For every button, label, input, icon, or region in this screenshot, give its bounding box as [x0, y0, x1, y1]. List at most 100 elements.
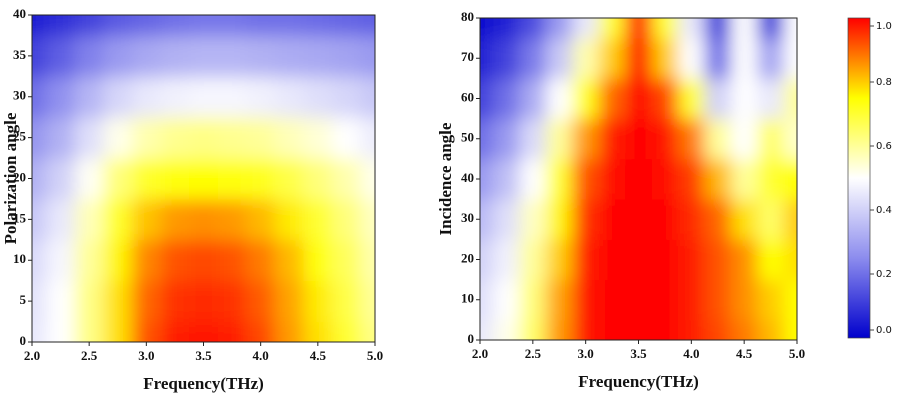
heatmap-cell: [783, 158, 797, 200]
heatmap-cell: [103, 198, 133, 241]
heatmap-cell: [546, 239, 573, 281]
heatmap-cell: [217, 117, 247, 159]
heatmap-cell: [189, 321, 219, 342]
heatmap-cell: [651, 279, 679, 321]
heatmap-cell: [189, 280, 219, 323]
heatmap-cell: [32, 239, 47, 282]
heatmap-cell: [132, 321, 162, 342]
heatmap-cell: [132, 198, 162, 241]
heatmap-cell: [493, 118, 521, 160]
heatmap-cell: [332, 198, 362, 241]
colorbar-tick-label: 1.0: [876, 21, 892, 32]
heatmap-cell: [246, 321, 276, 342]
x-axis-label: Frequency(THz): [143, 374, 264, 393]
heatmap-cell: [160, 239, 190, 282]
heatmap-cell: [572, 38, 600, 79]
heatmap-cell: [704, 18, 732, 39]
heatmap-cell: [46, 198, 76, 241]
heatmap-cell: [132, 117, 162, 159]
colorbar-tick-label: 0.0: [876, 325, 892, 336]
heatmap-cell: [32, 198, 47, 241]
heatmap-cell: [519, 158, 547, 200]
heatmap-cell: [546, 118, 573, 160]
heatmap-cell: [625, 18, 653, 39]
heatmap-cell: [598, 158, 626, 200]
heatmap-cell: [546, 18, 573, 39]
heatmap-cell: [332, 76, 362, 118]
heatmap-cell: [783, 279, 797, 321]
heatmap-cell: [132, 280, 162, 323]
heatmap-cell: [625, 78, 653, 120]
heatmap-cell: [730, 118, 758, 160]
heatmap-cell: [360, 239, 375, 282]
heatmap-cell: [493, 158, 521, 200]
heatmap-cell: [546, 319, 573, 340]
heatmap: [32, 15, 375, 342]
heatmap-cell: [519, 239, 547, 281]
heatmap-cell: [519, 78, 547, 120]
heatmap-cell: [303, 280, 333, 323]
heatmap-cell: [757, 239, 785, 281]
heatmap-cell: [303, 15, 333, 36]
heatmap-cell: [546, 199, 573, 240]
heatmap-cell: [783, 18, 797, 39]
heatmap-cell: [160, 117, 190, 159]
heatmap-cell: [493, 239, 521, 281]
heatmap-cell: [704, 319, 732, 340]
x-axis-label: Frequency(THz): [578, 372, 699, 391]
heatmap-cell: [246, 239, 276, 282]
heatmap-cell: [757, 158, 785, 200]
heatmap-cell: [598, 118, 626, 160]
heatmap-cell: [598, 38, 626, 79]
heatmap-cell: [678, 239, 706, 281]
x-tick-label: 4.5: [736, 346, 753, 361]
heatmap-cell: [103, 76, 133, 118]
heatmap-cell: [332, 117, 362, 159]
heatmap-cell: [519, 38, 547, 79]
heatmap-cell: [519, 319, 547, 340]
heatmap-cell: [32, 15, 47, 36]
heatmap-cell: [572, 78, 600, 120]
heatmap-cell: [160, 76, 190, 118]
heatmap-cell: [783, 239, 797, 281]
heatmap-cell: [189, 198, 219, 241]
heatmap-cell: [46, 280, 76, 323]
y-tick-label: 20: [13, 169, 26, 184]
y-tick-label: 5: [20, 292, 27, 307]
heatmap-cell: [757, 319, 785, 340]
heatmap-cell: [678, 78, 706, 120]
heatmap-cell: [74, 35, 104, 77]
heatmap-cell: [32, 158, 47, 200]
x-tick-label: 5.0: [789, 346, 805, 361]
heatmap-cell: [572, 118, 600, 160]
heatmap-cell: [783, 118, 797, 160]
colorbar-tick-label: 0.8: [876, 77, 892, 88]
heatmap-cell: [217, 321, 247, 342]
heatmap-cell: [332, 280, 362, 323]
heatmap-cell: [704, 78, 732, 120]
heatmap-cell: [46, 15, 76, 36]
heatmap-cell: [757, 118, 785, 160]
heatmap-cell: [103, 239, 133, 282]
heatmap-cell: [189, 117, 219, 159]
heatmap-cell: [757, 38, 785, 79]
heatmap-cell: [678, 319, 706, 340]
heatmap-cell: [303, 158, 333, 200]
y-tick-label: 25: [13, 129, 27, 144]
heatmap-cell: [332, 239, 362, 282]
heatmap-cell: [246, 76, 276, 118]
heatmap-cell: [303, 198, 333, 241]
y-tick-label: 0: [20, 333, 27, 348]
y-tick-label: 40: [461, 170, 474, 185]
plot-area: [32, 15, 375, 342]
heatmap-cell: [704, 199, 732, 240]
y-tick-label: 50: [461, 130, 474, 145]
heatmap-cell: [303, 239, 333, 282]
heatmap-cell: [678, 279, 706, 321]
y-tick-label: 10: [461, 291, 474, 306]
heatmap-cell: [103, 280, 133, 323]
heatmap-cell: [103, 15, 133, 36]
heatmap-cell: [217, 76, 247, 118]
heatmap-cell: [189, 76, 219, 118]
heatmap-cell: [651, 38, 679, 79]
